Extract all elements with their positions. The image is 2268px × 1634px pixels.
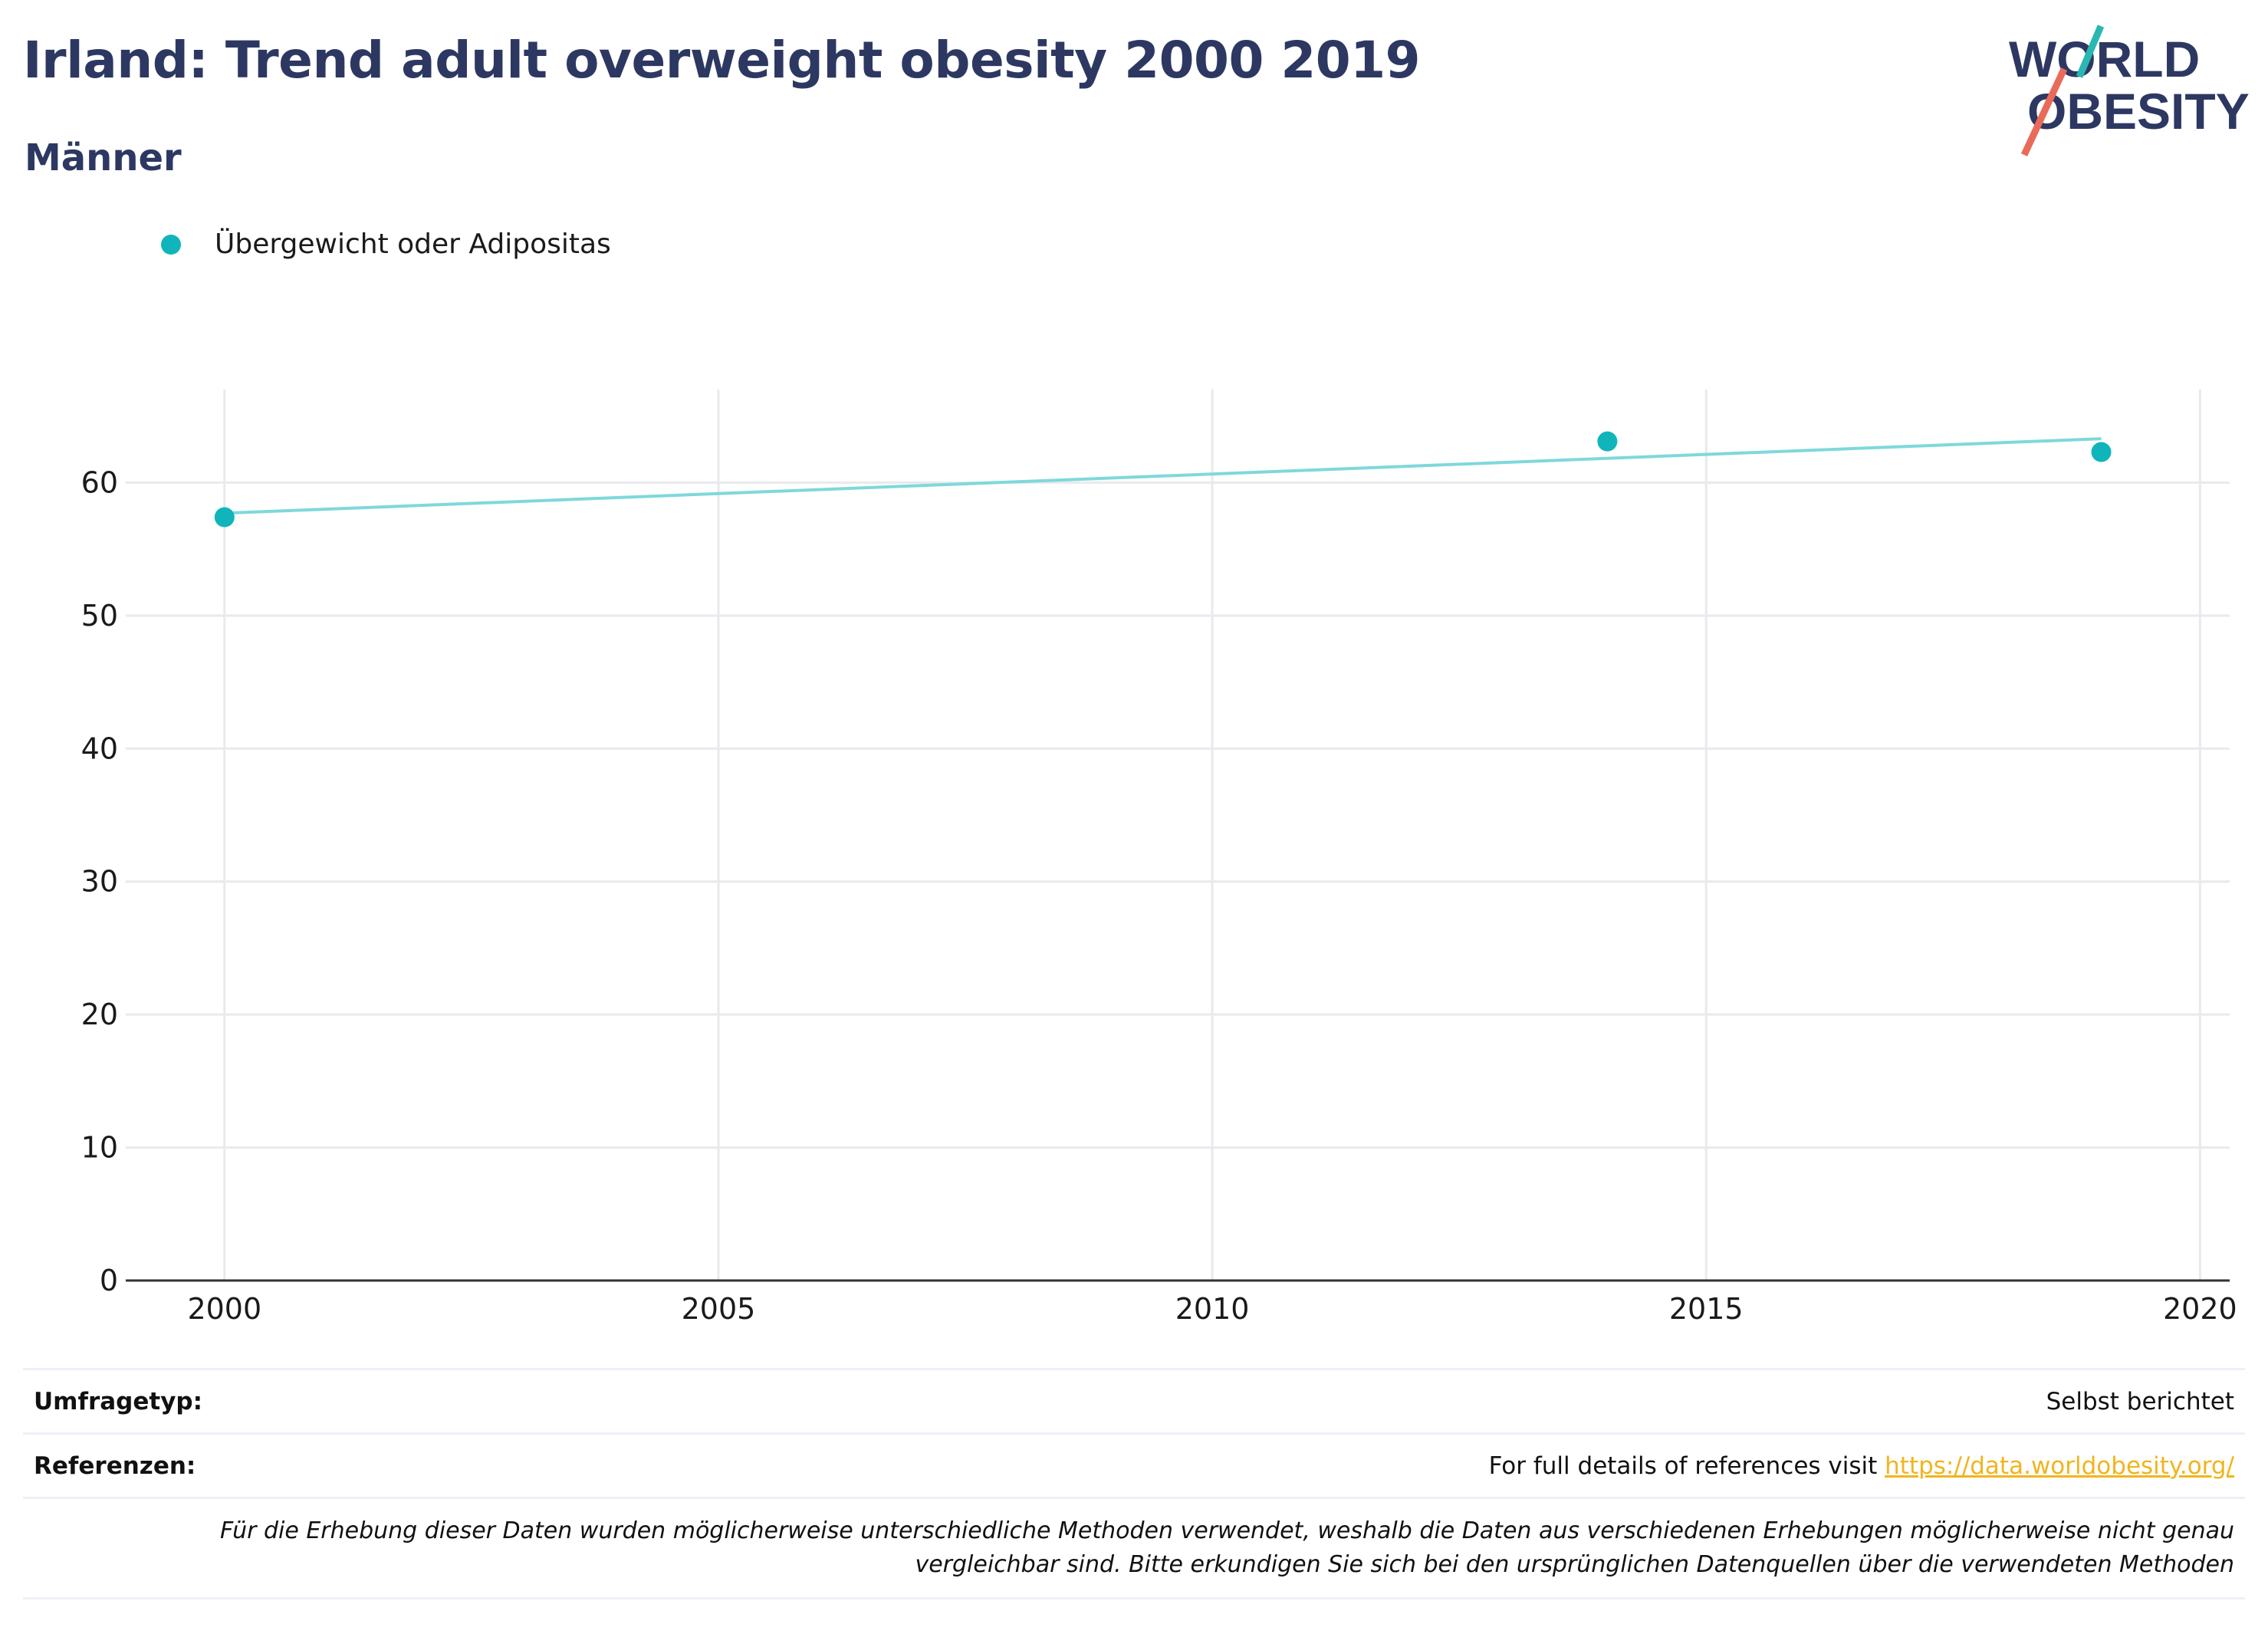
- data-point: [1597, 431, 1618, 452]
- x-tick-label: 2015: [1669, 1292, 1744, 1326]
- chart-legend: Übergewicht oder Adipositas: [161, 228, 611, 260]
- logo-line1: WORLD: [2009, 31, 2200, 87]
- x-tick-label: 2020: [2163, 1292, 2237, 1326]
- logo-coral-slash: [2020, 67, 2068, 156]
- world-obesity-logo: WORLD OBESITY: [2009, 25, 2250, 156]
- references-value: For full details of references visit htt…: [1489, 1452, 2234, 1480]
- methodology-note: Für die Erhebung dieser Daten wurden mög…: [23, 1497, 2245, 1599]
- survey-type-row: Umfragetyp: Selbst berichtet: [23, 1368, 2245, 1432]
- page-title: Irland: Trend adult overweight obesity 2…: [23, 31, 1421, 90]
- y-tick-label: 20: [81, 998, 118, 1031]
- legend-label: Übergewicht oder Adipositas: [215, 228, 611, 260]
- y-tick-label: 0: [100, 1264, 118, 1297]
- x-tick-label: 2010: [1175, 1292, 1250, 1326]
- grid-lines: [126, 390, 2230, 1281]
- y-tick-label: 40: [81, 732, 118, 765]
- axes: 2000 2005 2010 2015 2020 0 10 20 30 40 50 60: [81, 465, 2237, 1326]
- survey-type-label: Umfragetyp:: [34, 1387, 202, 1415]
- methodology-note-line2: vergleichbar sind. Bitte erkundigen Sie …: [915, 1551, 2234, 1578]
- references-row: Referenzen: For full details of referenc…: [23, 1432, 2245, 1497]
- logo-line2: OBESITY: [2027, 83, 2250, 140]
- x-tick-label: 2005: [682, 1292, 756, 1326]
- references-link[interactable]: https://data.worldobesity.org/: [1885, 1452, 2234, 1480]
- chart-plot: 2000 2005 2010 2015 2020 0 10 20 30 40 50 60: [81, 390, 2237, 1326]
- trendline-layer: [224, 437, 2102, 515]
- references-label: Referenzen:: [34, 1452, 196, 1480]
- logo-teal-slash: [2076, 25, 2105, 78]
- data-point: [2091, 442, 2112, 462]
- y-tick-label: 10: [81, 1131, 118, 1165]
- methodology-note-line1: Für die Erhebung dieser Daten wurden mög…: [220, 1517, 2234, 1544]
- data-point: [214, 507, 235, 528]
- y-tick-label: 50: [81, 599, 118, 633]
- data-points: [214, 431, 2112, 528]
- chart-footer: Umfragetyp: Selbst berichtet Referenzen:…: [23, 1368, 2245, 1599]
- x-tick-label: 2000: [187, 1292, 261, 1326]
- trendline: [224, 437, 2102, 515]
- survey-type-value: Selbst berichtet: [2046, 1387, 2234, 1415]
- y-tick-label: 60: [81, 465, 118, 499]
- y-tick-label: 30: [81, 865, 118, 899]
- page-subtitle: Männer: [25, 136, 182, 179]
- references-text: For full details of references visit: [1488, 1452, 1885, 1480]
- legend-marker-icon: [161, 234, 181, 255]
